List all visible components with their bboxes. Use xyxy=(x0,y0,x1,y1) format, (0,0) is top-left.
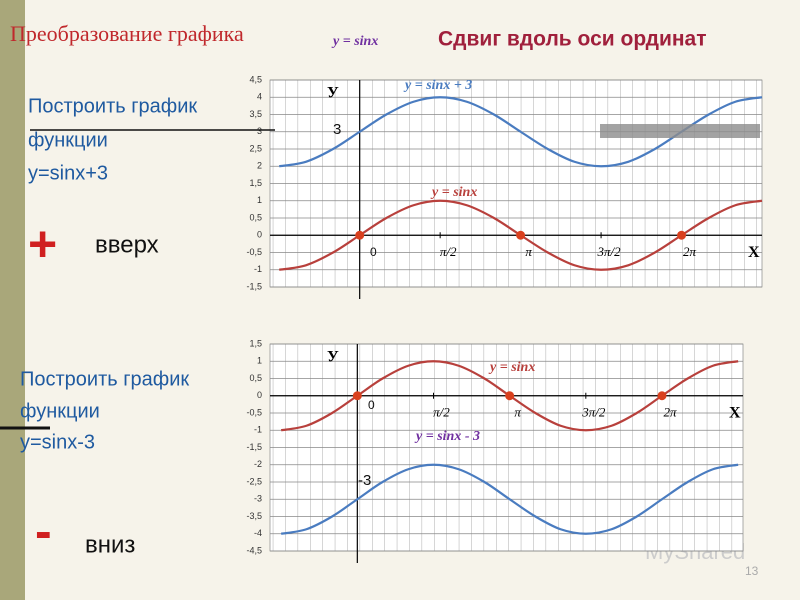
formula: y = sinx xyxy=(331,34,378,49)
y-tick-label: 3 xyxy=(257,126,262,136)
y-tick-label: 3,5 xyxy=(249,109,262,119)
direction: вверх xyxy=(95,231,159,258)
annotation: 3 xyxy=(333,121,341,138)
y-tick-label: -4 xyxy=(254,528,262,538)
x-tick-label: π/2 xyxy=(433,405,450,420)
point xyxy=(677,230,687,240)
y-tick-label: 1,5 xyxy=(249,338,262,348)
y-tick-label: -0,5 xyxy=(246,247,262,257)
highlight-bar xyxy=(600,124,760,138)
y-tick-label: -4,5 xyxy=(246,545,262,555)
task-line: функции xyxy=(20,400,100,422)
direction: вниз xyxy=(85,531,135,558)
y-tick-label: -1,5 xyxy=(246,281,262,291)
task-line: y=sinx-3 xyxy=(20,431,95,453)
y-tick-label: -1 xyxy=(254,264,262,274)
point xyxy=(657,391,667,401)
series-label: y = sinx + 3 xyxy=(403,78,472,93)
slide-title: Преобразование графика xyxy=(10,21,244,46)
y-tick-label: 1 xyxy=(257,195,262,205)
point xyxy=(352,391,362,401)
y-axis-label: У xyxy=(327,85,339,102)
charts: -1,5-1-0,500,511,522,533,544,5π/2 π 3π/2 2π… xyxy=(246,74,763,563)
heading: Сдвиг вдоль оси ординат xyxy=(438,28,707,51)
point xyxy=(516,230,526,240)
y-tick-label: 4,5 xyxy=(249,74,262,84)
annotation: -3 xyxy=(358,472,371,489)
y-tick-label: 4 xyxy=(257,92,262,102)
y-tick-label: -1,5 xyxy=(246,442,262,452)
y-tick-label: 2 xyxy=(257,161,262,171)
y-tick-label: -0,5 xyxy=(246,407,262,417)
x-tick-label: π xyxy=(514,405,521,420)
y-tick-label: -3 xyxy=(254,494,262,504)
y-tick-label: -2,5 xyxy=(246,476,262,486)
y-tick-label: 0 xyxy=(257,390,262,400)
x-tick-label: π/2 xyxy=(440,244,457,259)
y-tick-label: 0 xyxy=(257,230,262,240)
y-tick-label: -2 xyxy=(254,459,262,469)
y-tick-label: -1 xyxy=(254,425,262,435)
page-number: 13 xyxy=(745,564,759,578)
annotation: 0 xyxy=(368,398,375,412)
y-tick-label: 1 xyxy=(257,356,262,366)
series-label: y = sinx xyxy=(488,360,535,375)
series-line xyxy=(280,463,739,535)
y-tick-label: 0,5 xyxy=(249,212,262,222)
task-line: Построить график xyxy=(20,368,189,390)
x-tick-label: π xyxy=(525,244,532,259)
annotation: 0 xyxy=(370,245,377,259)
y-axis-label: У xyxy=(327,349,339,366)
series-label: y = sinx xyxy=(430,185,477,200)
x-axis-label: X xyxy=(729,404,741,421)
x-tick-label: 2π xyxy=(683,244,697,259)
series-label: y = sinx - 3 xyxy=(414,429,480,444)
x-tick-label: 2π xyxy=(663,405,677,420)
x-axis-label: X xyxy=(748,244,760,261)
x-tick-label: 3π/2 xyxy=(597,244,622,259)
point xyxy=(505,391,515,401)
task-line: y=sinx+3 xyxy=(28,162,108,184)
y-tick-label: 2,5 xyxy=(249,143,262,153)
task-line: функции xyxy=(28,129,108,151)
sign: + xyxy=(28,216,57,272)
y-tick-label: 1,5 xyxy=(249,178,262,188)
task-line: Построить график xyxy=(28,95,197,117)
y-tick-label: -3,5 xyxy=(246,511,262,521)
y-tick-label: 0,5 xyxy=(249,373,262,383)
point xyxy=(355,230,365,240)
x-tick-label: 3π/2 xyxy=(581,405,606,420)
sign: - xyxy=(35,503,52,559)
side-strip xyxy=(0,0,25,600)
